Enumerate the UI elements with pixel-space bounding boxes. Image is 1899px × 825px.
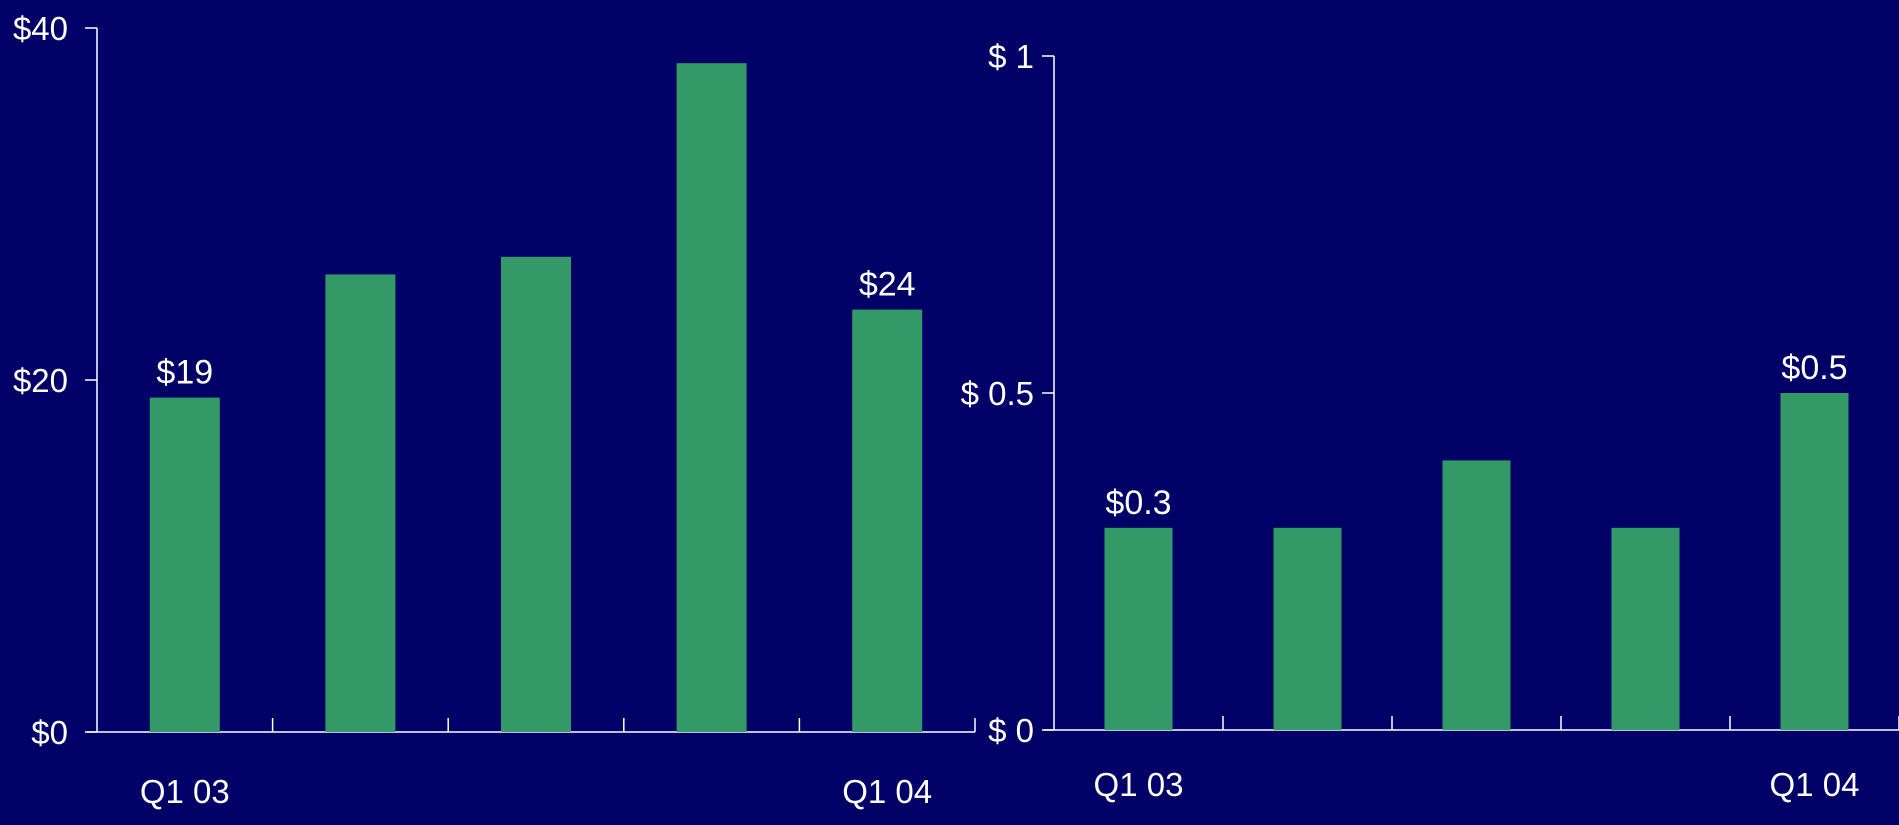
bar-5 (852, 309, 923, 732)
y-tick-label: $ 0 (988, 712, 1034, 749)
x-tick-label: Q1 04 (842, 773, 932, 810)
y-tick-label: $ 1 (988, 38, 1034, 75)
x-tick-label: Q1 04 (1770, 766, 1860, 803)
chart-revenue: $0 $20 $40 $19 Q1 03 $24 Q1 04 (13, 10, 976, 810)
bar-value-label: $0.5 (1781, 349, 1847, 387)
bar-4 (676, 63, 747, 732)
y-tick-label: $40 (13, 10, 68, 47)
bar-5 (1780, 393, 1849, 730)
bar-2 (325, 274, 396, 732)
bar-value-label: $0.3 (1105, 484, 1171, 522)
y-tick-label: $20 (13, 362, 68, 399)
bar-1 (1104, 527, 1173, 730)
bar-3 (501, 256, 571, 732)
x-tick-label: Q1 03 (140, 773, 230, 810)
y-tick-label: $0 (31, 714, 68, 751)
chart-eps: $ 0 $ 0.5 $ 1 $0.3 Q1 03 $0.5 Q1 04 (961, 38, 1899, 803)
bar-4 (1611, 527, 1680, 730)
bar-value-label: $19 (156, 354, 213, 392)
y-tick-label: $ 0.5 (961, 375, 1034, 412)
bar-2 (1273, 527, 1342, 730)
x-tick-label: Q1 03 (1094, 766, 1184, 803)
bar-1 (149, 397, 220, 732)
bar-value-label: $24 (859, 266, 916, 304)
bar-3 (1442, 460, 1511, 730)
